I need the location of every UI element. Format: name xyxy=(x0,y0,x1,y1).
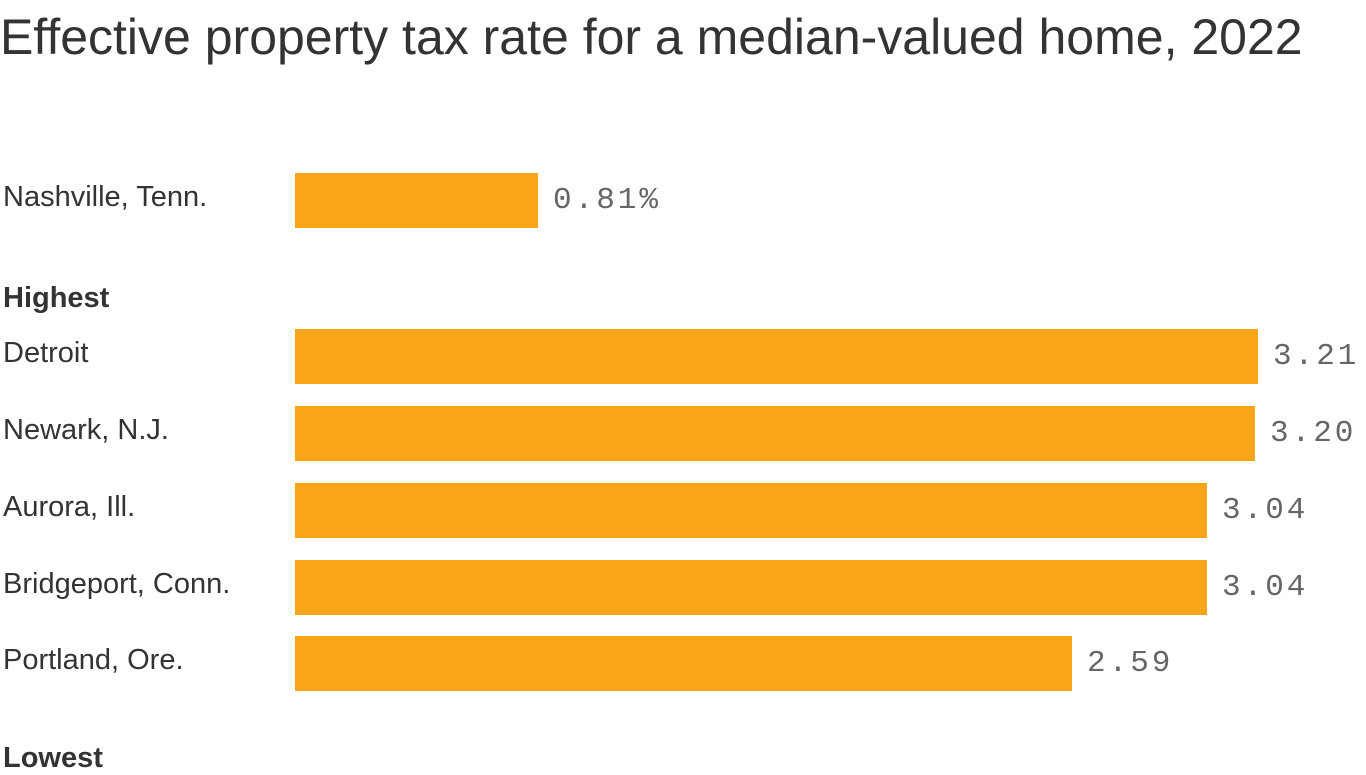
category-label: Portland, Ore. xyxy=(3,644,184,676)
group-label: Lowest xyxy=(3,742,103,774)
value-label: 2.59 xyxy=(1087,646,1174,681)
bar xyxy=(295,406,1255,461)
category-label: Detroit xyxy=(3,337,89,369)
category-label: Newark, N.J. xyxy=(3,414,169,446)
category-label: Aurora, Ill. xyxy=(3,491,136,523)
bar xyxy=(295,636,1072,691)
value-label: 3.20 xyxy=(1270,416,1357,451)
bar xyxy=(295,173,538,228)
category-label: Nashville, Tenn. xyxy=(3,181,208,213)
bar xyxy=(295,560,1207,615)
value-label: 3.04 xyxy=(1222,570,1309,605)
bar xyxy=(295,483,1207,538)
value-label: 3.21 xyxy=(1273,339,1360,374)
value-label: 0.81% xyxy=(553,183,662,218)
chart-title: Effective property tax rate for a median… xyxy=(0,9,1303,65)
bar xyxy=(295,329,1258,384)
value-label: 3.04 xyxy=(1222,493,1309,528)
group-label: Highest xyxy=(3,282,110,314)
category-label: Bridgeport, Conn. xyxy=(3,568,231,600)
